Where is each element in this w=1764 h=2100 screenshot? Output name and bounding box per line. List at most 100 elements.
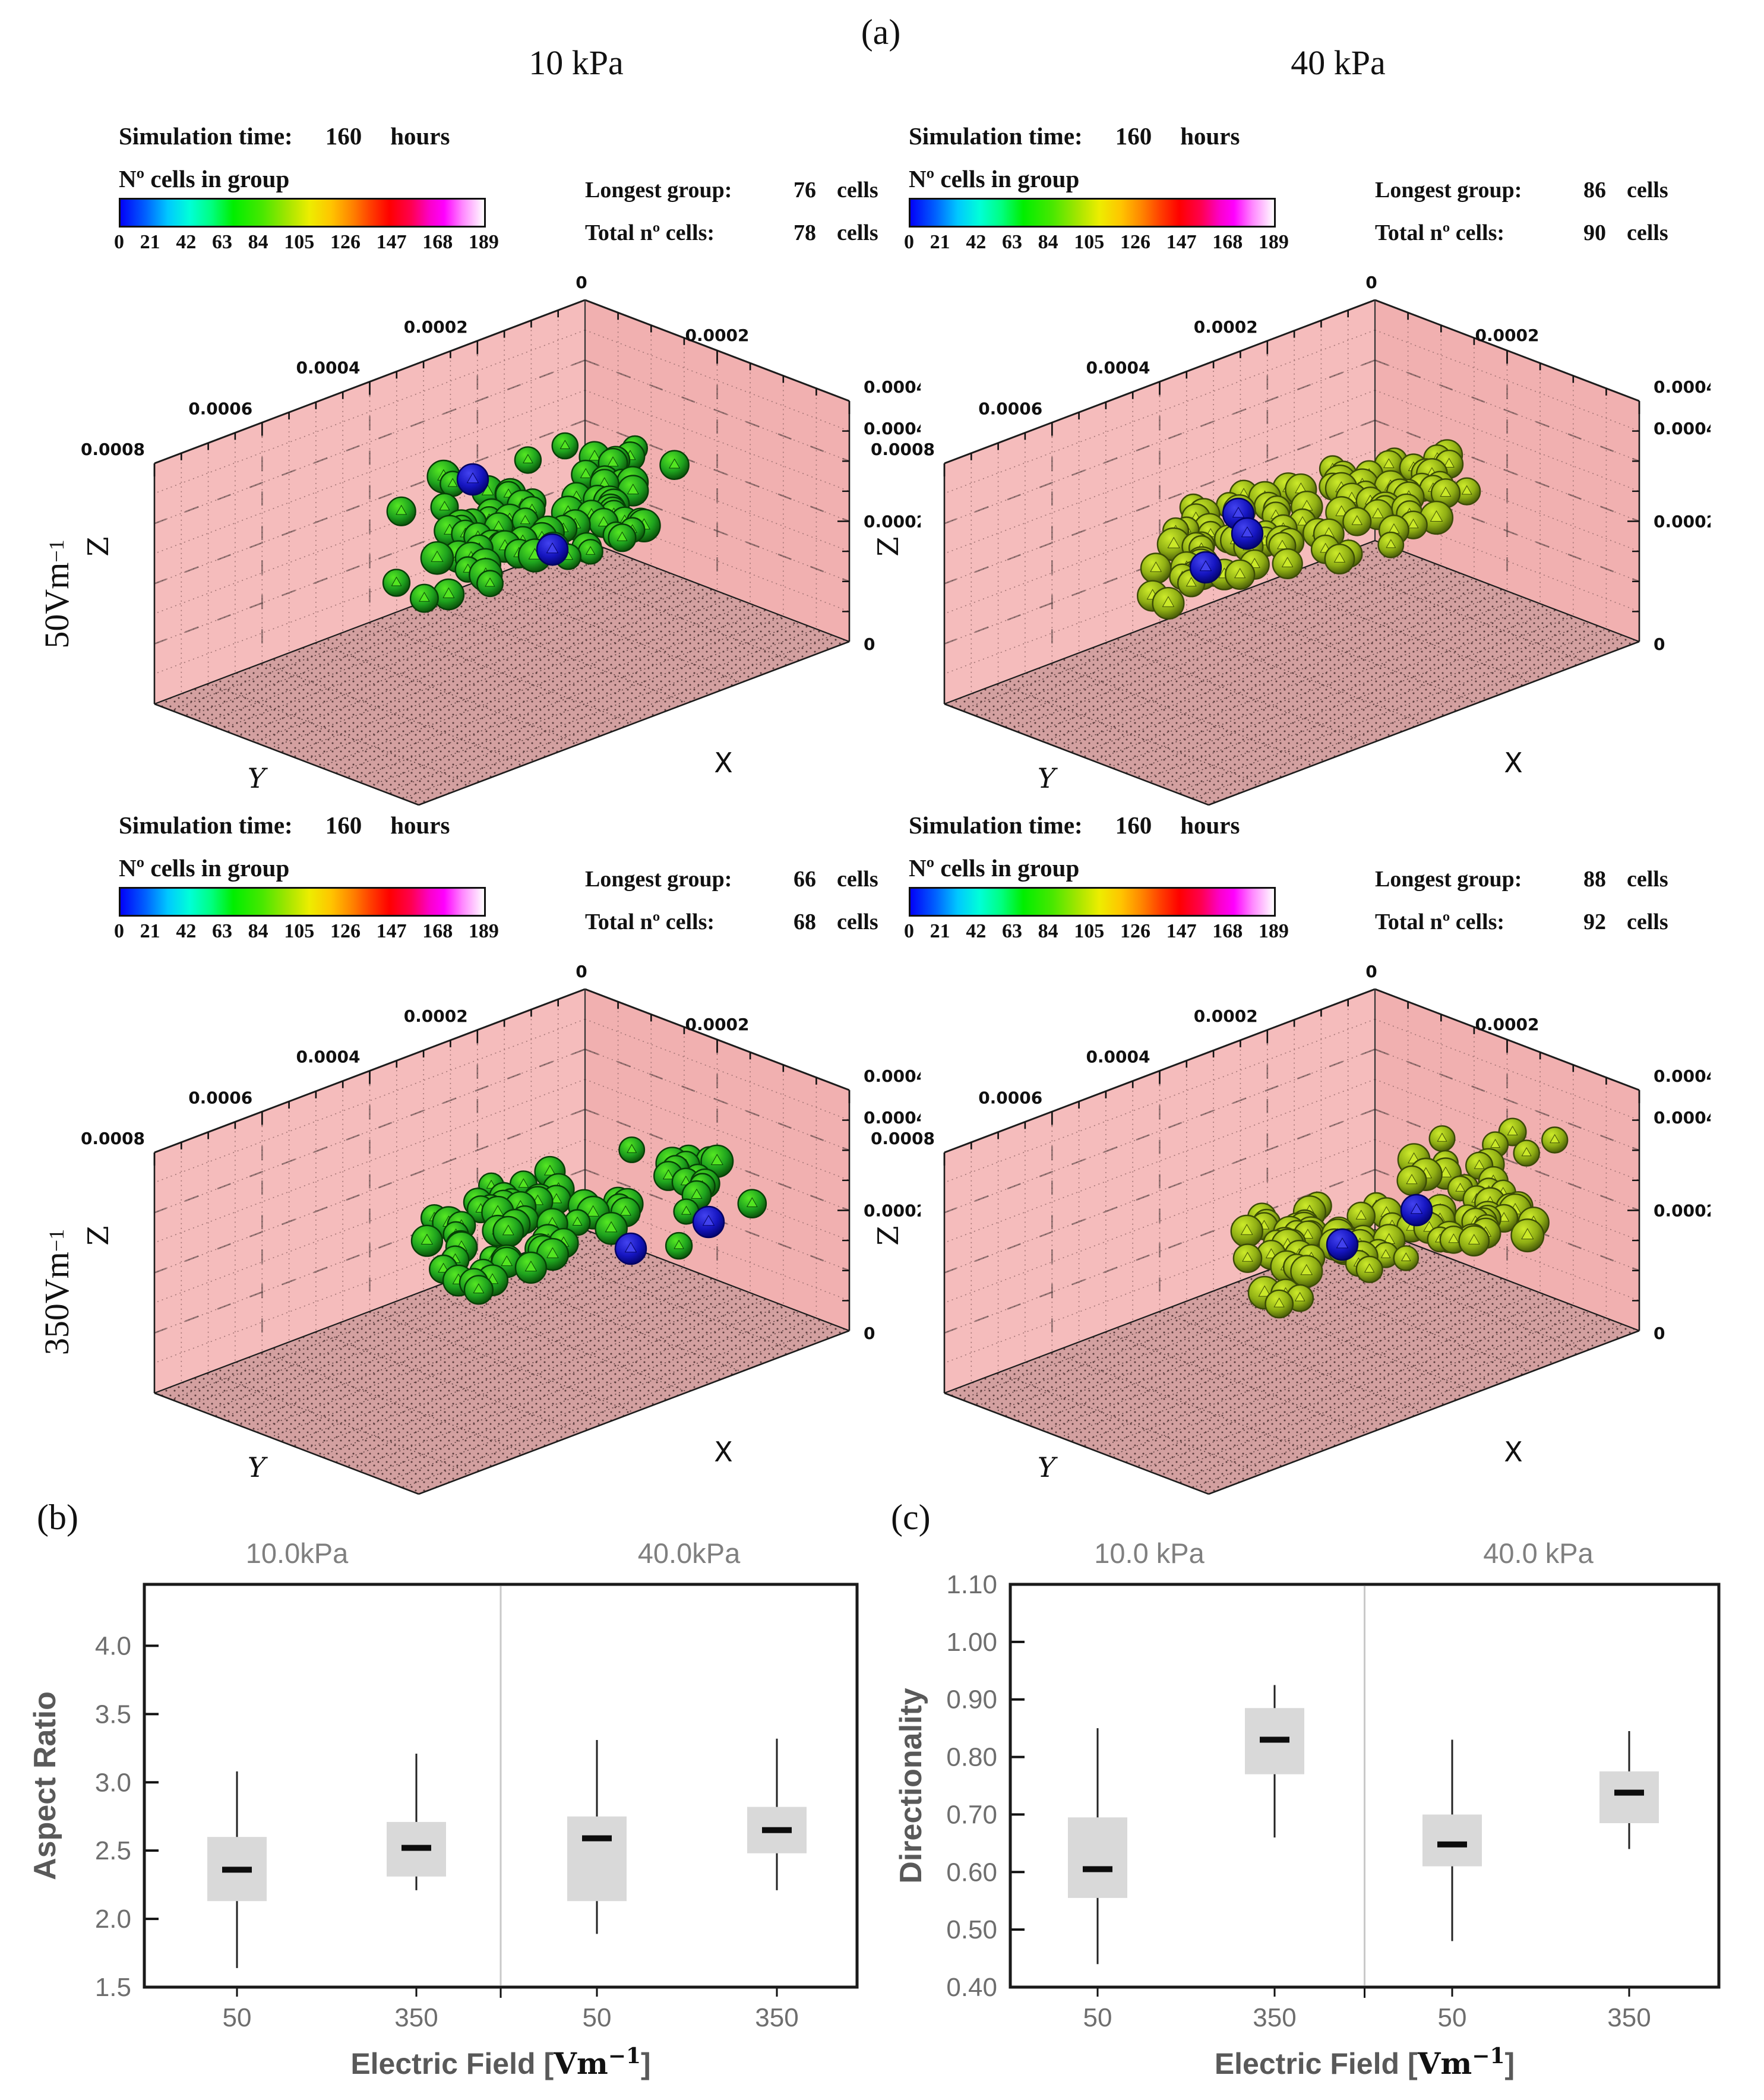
simulation-time-label: Simulation time: <box>909 122 1083 150</box>
svg-text:350: 350 <box>1253 2003 1296 2032</box>
svg-text:0: 0 <box>576 962 587 981</box>
svg-text:0: 0 <box>864 1324 875 1343</box>
svg-text:0.60: 0.60 <box>946 1858 997 1887</box>
colorbar-ticks: 0 21 42 63 84 105 126 147 168 189 <box>904 231 1289 254</box>
longest-group-line: Longest group: 88 cells <box>1375 866 1668 892</box>
row-header-350vm-sup: −1 <box>45 1229 68 1252</box>
total-cells-line: Total nº cells: 92 cells <box>1375 909 1668 935</box>
panel-b-label: (b) <box>37 1498 78 1537</box>
svg-text:50: 50 <box>1083 2003 1112 2032</box>
cell-cluster <box>382 432 690 613</box>
sim-stats-bottom-right: Longest group: 88 cells Total nº cells: 92 c… <box>1375 866 1668 952</box>
svg-text:0.0008: 0.0008 <box>81 1129 145 1148</box>
colorbar-tick: 63 <box>211 231 232 253</box>
sim-header-top-left: Simulation time: 160 hours Nº cells in gro… <box>114 122 653 254</box>
simulation-time-value: 160 <box>1115 811 1152 839</box>
svg-text:0.0004: 0.0004 <box>1654 419 1711 438</box>
svg-text:0.50: 0.50 <box>946 1915 997 1944</box>
colorbar-tick: 0 <box>904 231 914 253</box>
simulation-time-label: Simulation time: <box>119 811 293 839</box>
svg-text:50: 50 <box>1438 2003 1467 2032</box>
svg-text:0.40: 0.40 <box>946 1973 997 2002</box>
svg-text:3.5: 3.5 <box>95 1700 131 1729</box>
total-cells-value: 90 <box>1583 220 1606 245</box>
x-axis-title: Electric Field [Vm−1] <box>350 2044 650 2081</box>
y-axis-letter: Y <box>248 762 268 794</box>
plot-frame <box>1009 1583 1721 1989</box>
simulation-time-line: Simulation time: 160 hours <box>909 122 1443 150</box>
colorbar-tick: 105 <box>284 231 315 253</box>
sim-stats-top-right: Longest group: 86 cells Total nº cells: 90 c… <box>1375 177 1668 263</box>
svg-text:0.0002: 0.0002 <box>864 1201 921 1221</box>
colorbar-tick: 42 <box>966 920 987 942</box>
axis-ticks <box>943 999 1640 1302</box>
mean-dash <box>582 1835 612 1842</box>
x-ticks: 50 350 50 350 <box>223 1987 799 2032</box>
longest-group-unit: cells <box>837 178 878 203</box>
svg-text:0: 0 <box>1654 634 1665 654</box>
z-axis-letter: Z <box>82 1226 115 1245</box>
colorbar-ticks: 0 21 42 63 84 105 126 147 168 189 <box>114 920 499 943</box>
sim-plot-10kpa-350vm: 0 0.0002 0.0004 0.0006 0.0008 0.0002 0.0004 0.0… <box>77 945 921 1497</box>
svg-text:50: 50 <box>583 2003 612 2032</box>
sim-stats-top-left: Longest group: 76 cells Total nº cells: 78 c… <box>585 177 878 263</box>
total-cells-label: Total nº cells: <box>1375 220 1505 245</box>
cell-cluster <box>410 1136 767 1305</box>
row-header-50vm-base: 50Vm <box>37 562 76 649</box>
total-cells-unit: cells <box>837 220 878 245</box>
sim-plot-40kpa-350vm: 0 0.0002 0.0004 0.0006 0.0008 0.0002 0.0004 0.0… <box>867 945 1711 1497</box>
svg-text:0.0004: 0.0004 <box>864 1108 921 1128</box>
colorbar-tick: 147 <box>376 231 407 253</box>
group-headers: 10.0 kPa 40.0 kPa <box>1094 1537 1594 1569</box>
colorbar-tick: 84 <box>1038 920 1058 942</box>
simulation-time-line: Simulation time: 160 hours <box>119 811 653 839</box>
sim-header-bottom-left: Simulation time: 160 hours Nº cells in gro… <box>114 811 653 943</box>
svg-text:0.0004: 0.0004 <box>296 358 360 378</box>
sim-header-top-right: Simulation time: 160 hours Nº cells in gro… <box>904 122 1443 254</box>
svg-text:0.0002: 0.0002 <box>685 1015 749 1034</box>
colorbar-tick: 0 <box>904 920 914 942</box>
simulation-time-value: 160 <box>1115 122 1152 150</box>
colorbar-tick: 147 <box>1166 920 1197 942</box>
svg-text:0: 0 <box>1365 273 1377 292</box>
svg-text:0: 0 <box>1654 1324 1665 1343</box>
simulation-time-value: 160 <box>325 122 362 150</box>
svg-text:3.0: 3.0 <box>95 1768 131 1797</box>
svg-text:2.0: 2.0 <box>95 1905 131 1934</box>
colorbar-ticks: 0 21 42 63 84 105 126 147 168 189 <box>114 231 499 254</box>
cell-cluster <box>1137 439 1481 620</box>
svg-text:40.0 kPa: 40.0 kPa <box>1483 1537 1594 1569</box>
z-axis-letter: Z <box>82 536 115 556</box>
total-cells-line: Total nº cells: 78 cells <box>585 220 878 246</box>
svg-text:0.0004: 0.0004 <box>864 377 921 397</box>
x-axis-letter: X <box>1504 1436 1523 1468</box>
axis-tick-labels: 0 0.0002 0.0004 0.0006 0.0008 0.0002 0.0004 0.0… <box>871 962 1711 1343</box>
svg-text:0.0002: 0.0002 <box>1475 1015 1539 1034</box>
colorbar-title: Nº cells in group <box>909 854 1080 882</box>
colorbar-tick: 21 <box>140 231 160 253</box>
axis-letters: Z Y X <box>82 1226 733 1483</box>
colorbar-title: Nº cells in group <box>119 165 290 192</box>
colorbar-tick: 105 <box>1074 231 1105 253</box>
iqr-box <box>1599 1771 1659 1823</box>
svg-text:350: 350 <box>1607 2003 1651 2032</box>
longest-group-value: 86 <box>1583 178 1606 203</box>
colorbar-tick: 168 <box>422 231 453 253</box>
y-axis-title: Directionality <box>894 1688 928 1883</box>
colorbar-tick: 168 <box>1212 231 1243 253</box>
colorbar-tick: 21 <box>140 920 160 942</box>
axis-letters: Z Y X <box>872 1226 1523 1483</box>
axis-tick-labels: 0 0.0002 0.0004 0.0006 0.0008 0.0002 0.0004 0.0… <box>81 962 921 1343</box>
colorbar-tick: 21 <box>930 920 950 942</box>
x-ticks: 50 350 50 350 <box>1083 1987 1651 2032</box>
svg-text:0.0004: 0.0004 <box>1086 358 1150 378</box>
svg-text:0.90: 0.90 <box>946 1685 997 1714</box>
axis-tick-labels: 0 0.0002 0.0004 0.0006 0.0008 0.0002 0.0004 0.0… <box>81 273 921 654</box>
colorbar-tick: 189 <box>468 920 499 942</box>
colorbar-tick: 84 <box>248 920 268 942</box>
colorbar-tick: 126 <box>330 231 361 253</box>
longest-group-label: Longest group: <box>1375 178 1522 203</box>
colorbar-tick: 126 <box>1120 231 1150 253</box>
svg-text:0.0004: 0.0004 <box>864 1066 921 1086</box>
total-cells-unit: cells <box>1627 910 1668 934</box>
